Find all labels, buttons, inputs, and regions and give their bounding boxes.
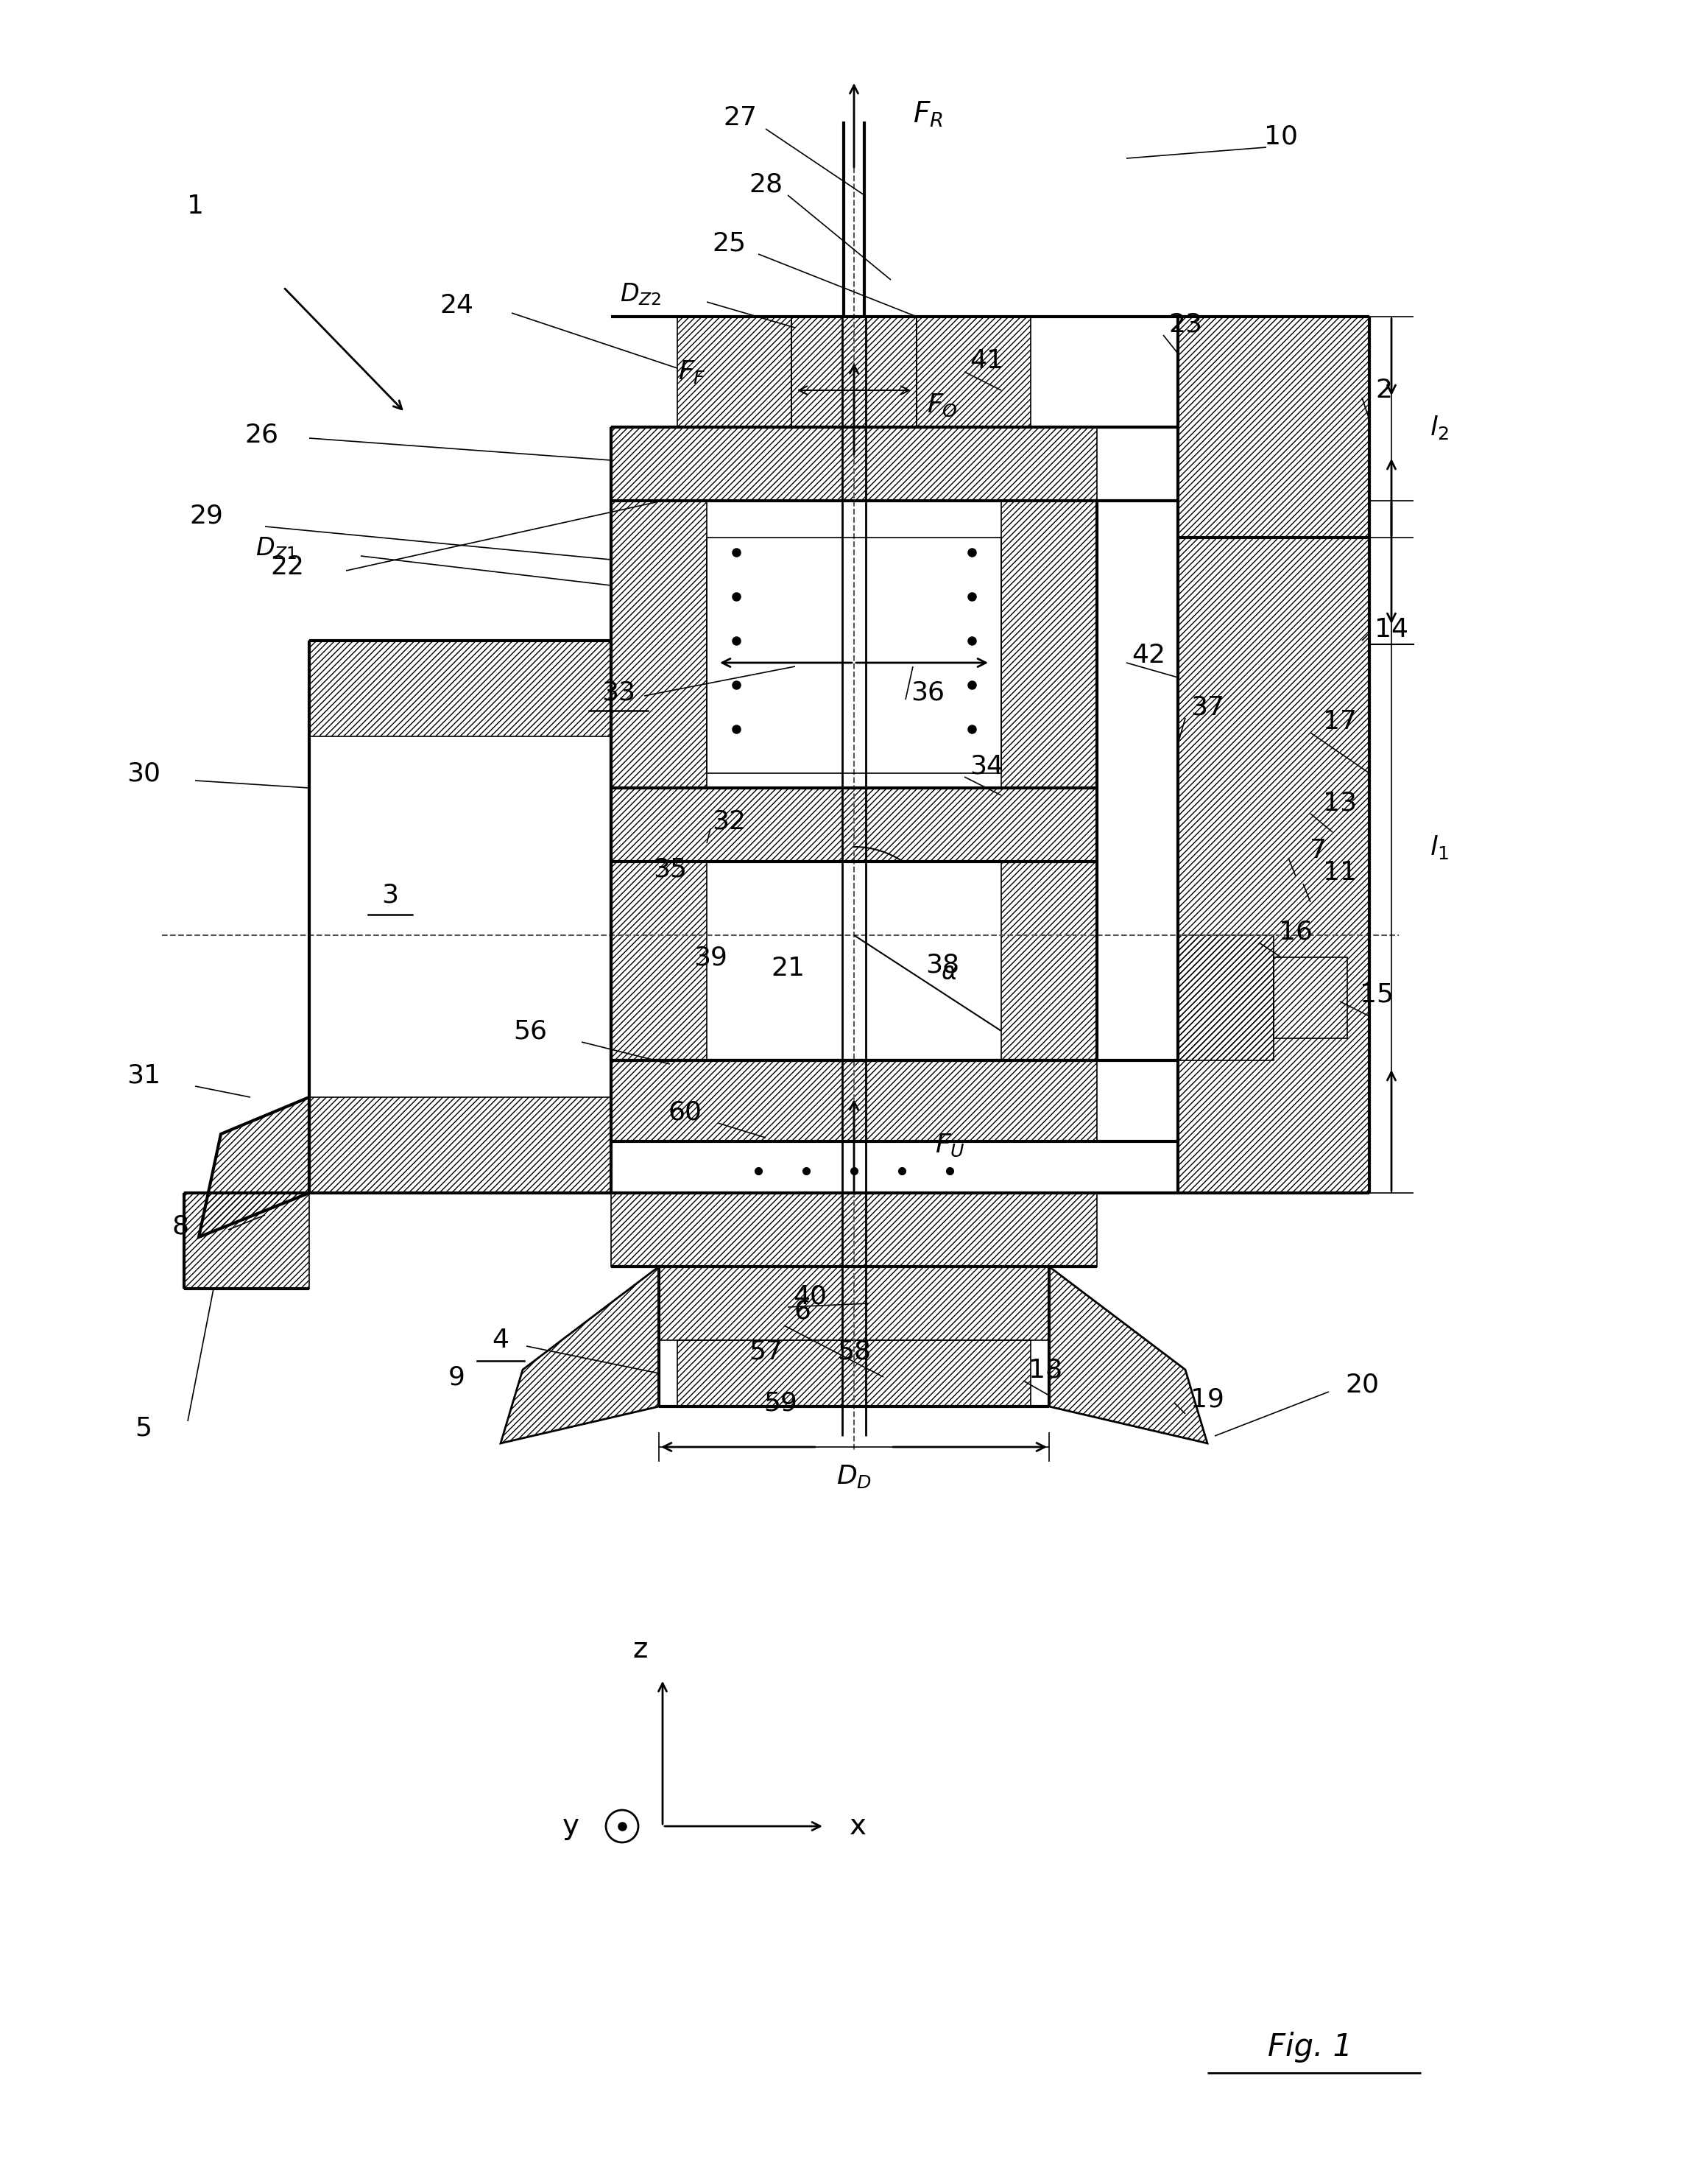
Bar — [1001, 500, 1097, 788]
Text: 59: 59 — [763, 1390, 798, 1414]
Text: 25: 25 — [712, 231, 746, 255]
Text: 17: 17 — [1324, 709, 1356, 733]
Bar — [917, 318, 1030, 426]
Text: 1: 1 — [186, 194, 203, 220]
Bar — [659, 1266, 1049, 1340]
Text: 58: 58 — [837, 1338, 871, 1364]
Text: 9: 9 — [447, 1364, 465, 1390]
Text: 18: 18 — [1028, 1358, 1062, 1382]
Bar — [611, 862, 707, 1060]
Text: $F_R$: $F_R$ — [912, 100, 943, 128]
Text: 20: 20 — [1346, 1371, 1378, 1397]
Bar — [1179, 936, 1274, 1060]
Bar — [611, 1060, 1097, 1142]
Bar — [611, 788, 1097, 862]
Text: 36: 36 — [910, 679, 945, 705]
Polygon shape — [198, 1097, 309, 1238]
Text: 56: 56 — [512, 1018, 547, 1044]
Polygon shape — [500, 1266, 659, 1443]
Bar — [611, 1192, 1097, 1266]
Text: 37: 37 — [1190, 694, 1225, 720]
Text: 32: 32 — [712, 809, 746, 833]
Text: 23: 23 — [1168, 311, 1202, 337]
Text: 3: 3 — [381, 881, 398, 907]
Bar — [1179, 537, 1370, 1192]
Text: 60: 60 — [668, 1099, 702, 1125]
Text: 33: 33 — [601, 679, 635, 705]
Bar — [184, 1192, 309, 1288]
Text: 38: 38 — [926, 953, 960, 977]
Text: $l_1$: $l_1$ — [1430, 833, 1448, 860]
Text: $F_F$: $F_F$ — [678, 359, 705, 385]
Bar — [1179, 318, 1370, 537]
Text: 28: 28 — [748, 172, 782, 196]
Text: 34: 34 — [970, 753, 1004, 779]
Text: 57: 57 — [748, 1338, 782, 1364]
Text: 35: 35 — [652, 857, 687, 881]
Text: 26: 26 — [244, 422, 278, 446]
Text: $\alpha$: $\alpha$ — [941, 960, 958, 984]
Text: 41: 41 — [970, 348, 1004, 374]
Text: $D_{Z2}$: $D_{Z2}$ — [620, 281, 661, 307]
Text: 13: 13 — [1324, 790, 1356, 816]
Text: $F_O$: $F_O$ — [927, 392, 958, 418]
Text: 19: 19 — [1190, 1386, 1225, 1412]
Text: $D_D$: $D_D$ — [837, 1462, 871, 1491]
Bar — [309, 640, 611, 735]
Text: 7: 7 — [1310, 838, 1327, 864]
Text: 6: 6 — [794, 1299, 811, 1323]
Text: 29: 29 — [190, 503, 224, 529]
Bar — [791, 318, 917, 426]
Text: y: y — [562, 1813, 579, 1841]
Text: 39: 39 — [693, 944, 728, 970]
Text: 4: 4 — [492, 1327, 509, 1353]
Text: 30: 30 — [126, 762, 161, 786]
Text: 27: 27 — [722, 104, 757, 131]
Bar — [678, 318, 791, 426]
Text: 11: 11 — [1324, 860, 1356, 886]
Bar — [309, 1097, 611, 1192]
Bar — [678, 1340, 1030, 1406]
Bar — [611, 500, 707, 788]
Text: x: x — [849, 1813, 866, 1841]
Text: 42: 42 — [1131, 642, 1165, 668]
Text: $F_U$: $F_U$ — [934, 1132, 965, 1158]
Text: 31: 31 — [126, 1062, 161, 1088]
Text: 24: 24 — [439, 294, 473, 318]
Text: z: z — [634, 1636, 647, 1662]
Text: 8: 8 — [173, 1214, 190, 1238]
Text: 5: 5 — [135, 1417, 152, 1441]
Bar — [1001, 862, 1097, 1060]
Text: 2: 2 — [1375, 379, 1392, 403]
Bar — [1274, 957, 1348, 1038]
Text: 10: 10 — [1264, 124, 1298, 148]
Text: 21: 21 — [770, 955, 804, 981]
Bar — [611, 426, 1097, 500]
Text: 40: 40 — [793, 1284, 827, 1308]
Text: 14: 14 — [1375, 618, 1409, 642]
Text: $D_{Z1}$: $D_{Z1}$ — [254, 535, 297, 561]
Text: 15: 15 — [1360, 981, 1394, 1007]
Text: 16: 16 — [1279, 918, 1313, 944]
Text: Fig. 1: Fig. 1 — [1267, 2032, 1353, 2063]
Polygon shape — [1049, 1266, 1208, 1443]
Text: $l_2$: $l_2$ — [1430, 413, 1448, 442]
Text: 22: 22 — [270, 555, 304, 579]
